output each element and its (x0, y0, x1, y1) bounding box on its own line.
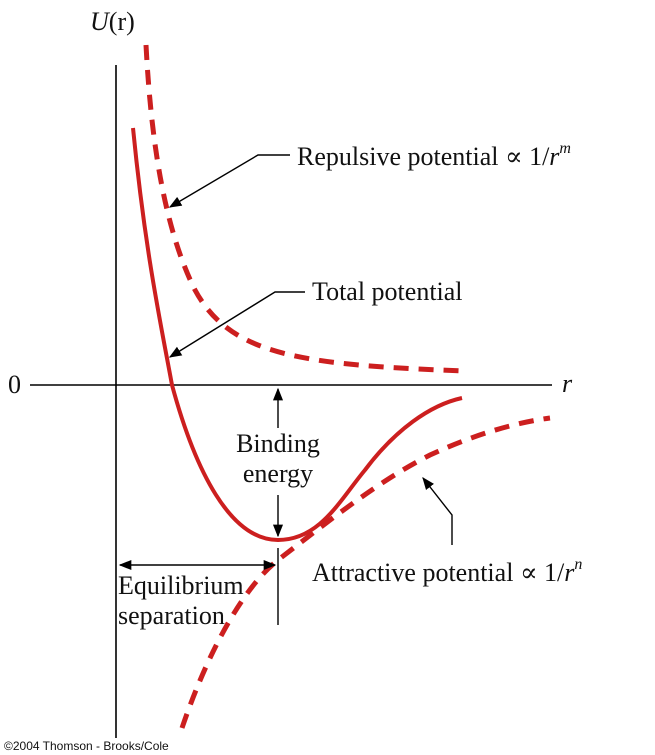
total-label: Total potential (312, 277, 463, 306)
x-axis-label: r (562, 369, 573, 398)
attractive-leader (422, 477, 453, 545)
repulsive-label: Repulsive potential ∝ 1/rm (297, 140, 571, 171)
equilibrium-label-1: Equilibrium (118, 571, 244, 600)
binding-label-2: energy (243, 459, 313, 488)
binding-label-1: Binding (236, 429, 320, 458)
zero-label: 0 (8, 370, 21, 399)
equilibrium-label-2: separation (118, 601, 225, 630)
total-leader (168, 291, 305, 358)
repulsive-curve (143, 44, 466, 374)
copyright-credit: ©2004 Thomson - Brooks/Cole (4, 739, 169, 753)
repulsive-leader (168, 154, 290, 208)
y-axis-label: U(r) (90, 7, 135, 36)
total-potential-curve (131, 127, 463, 543)
attractive-label: Attractive potential ∝ 1/rn (312, 556, 582, 587)
